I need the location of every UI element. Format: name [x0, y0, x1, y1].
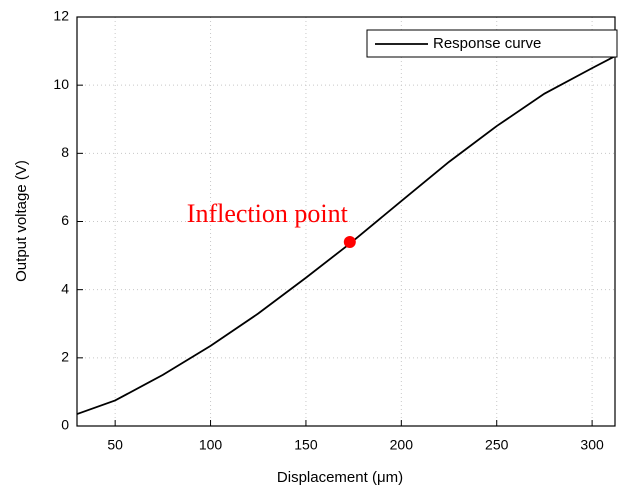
- y-tick-label: 0: [61, 417, 69, 433]
- x-tick-label: 250: [485, 437, 509, 453]
- y-axis-label: Output voltage (V): [13, 160, 30, 282]
- x-tick-label: 200: [390, 437, 414, 453]
- response-line: [76, 55, 616, 415]
- x-tick-label: 50: [107, 437, 123, 453]
- y-tick-label: 10: [53, 76, 69, 92]
- y-tick-label: 4: [61, 280, 69, 296]
- y-tick-label: 6: [61, 212, 69, 228]
- y-tick-label: 8: [61, 144, 69, 160]
- plot-frame: [76, 16, 616, 427]
- x-tick-label: 300: [580, 437, 604, 453]
- y-tick-label: 2: [61, 349, 69, 365]
- x-axis-label: Displacement (μm): [277, 469, 403, 486]
- inflection-marker: [343, 235, 356, 248]
- y-tick-label: 12: [53, 8, 69, 24]
- legend-label: Response curve: [433, 35, 541, 52]
- x-tick-label: 150: [294, 437, 318, 453]
- annotation-text: Inflection point: [187, 199, 349, 228]
- x-tick-label: 100: [199, 437, 223, 453]
